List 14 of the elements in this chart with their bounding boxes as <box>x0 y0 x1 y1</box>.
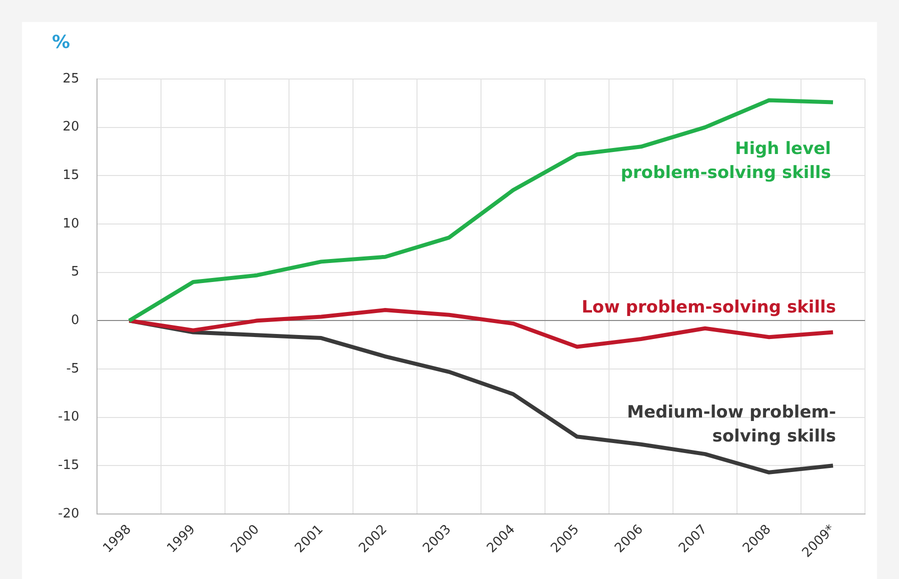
y-tick-label: 25 <box>62 71 80 86</box>
y-tick-label: -20 <box>58 506 80 522</box>
series-label: Medium-low problem-solving skills <box>627 402 836 447</box>
y-tick-label: -15 <box>58 458 80 474</box>
y-axis-title: % <box>52 32 70 53</box>
y-tick-label: -5 <box>66 361 80 376</box>
series-label: High level problem-solving skills <box>620 139 832 184</box>
y-tick-label: 20 <box>62 120 80 135</box>
series-label: Low problem-solving skills <box>582 298 836 318</box>
y-tick-label: 15 <box>62 168 80 184</box>
y-tick-label: 10 <box>62 216 80 232</box>
y-tick-label: -10 <box>58 410 80 425</box>
y-tick-label: 0 <box>70 313 80 328</box>
y-tick-label: 5 <box>70 264 80 280</box>
